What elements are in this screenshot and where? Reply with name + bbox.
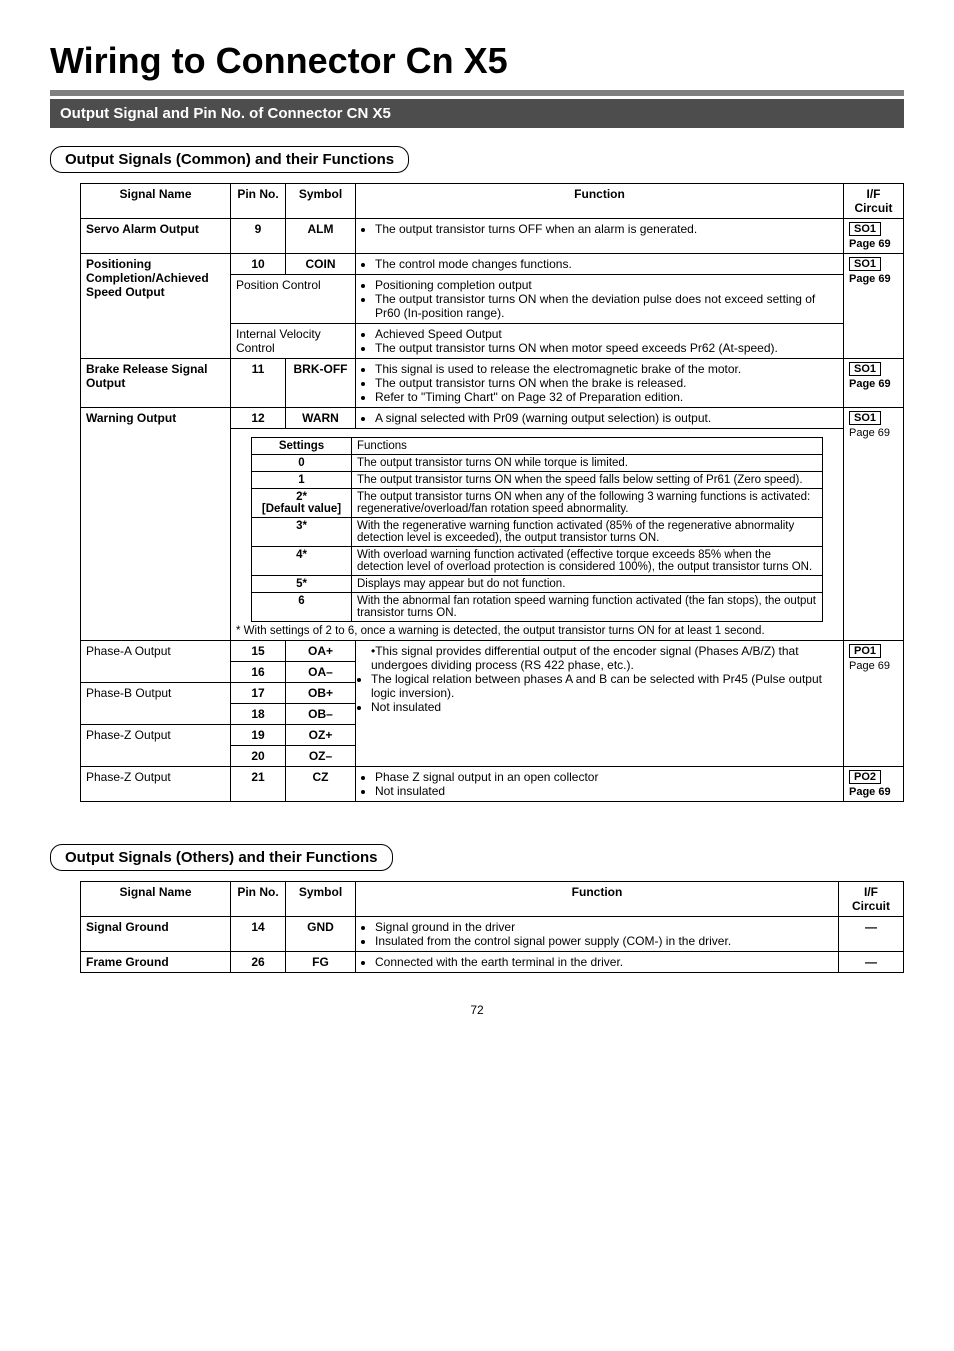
pz-pin2: 20 (231, 746, 286, 767)
warn-s5-set: 5* (252, 576, 352, 593)
pb-pin1: 17 (231, 683, 286, 704)
warn-s0-fn: The output transistor turns ON while tor… (352, 455, 823, 472)
pb-pin2: 18 (231, 704, 286, 725)
warn-top-func: A signal selected with Pr09 (warning out… (356, 408, 844, 429)
alm-pin: 9 (231, 219, 286, 254)
pz-sym2: OZ– (286, 746, 356, 767)
title-underline (50, 90, 904, 96)
coin-pin: 10 (231, 254, 286, 275)
warn-nh-fn: Functions (352, 438, 823, 455)
fg-symbol: FG (286, 952, 356, 973)
warn-s5-fn: Displays may appear but do not function. (352, 576, 823, 593)
warn-pin: 12 (231, 408, 286, 429)
phase-shared-func: •This signal provides differential outpu… (356, 641, 844, 767)
oth-th-function: Function (356, 882, 839, 917)
pz2-pin: 21 (231, 767, 286, 802)
warn-nh-set: Settings (252, 438, 352, 455)
fg-func: Connected with the earth terminal in the… (356, 952, 839, 973)
brk-name: Brake Release Signal Output (81, 359, 231, 408)
pb-sym1: OB+ (286, 683, 356, 704)
pz-name: Phase-Z Output (81, 725, 231, 767)
gnd-name: Signal Ground (81, 917, 231, 952)
pa-sym1: OA+ (286, 641, 356, 662)
oth-th-symbol: Symbol (286, 882, 356, 917)
oth-th-pin: Pin No. (231, 882, 286, 917)
coin-top-func: The control mode changes functions. (356, 254, 844, 275)
alm-if: SO1 Page 69 (844, 219, 904, 254)
alm-name: Servo Alarm Output (81, 219, 231, 254)
warn-settings-table: Settings Functions 0The output transisto… (251, 437, 823, 622)
warn-s1-set: 1 (252, 472, 352, 489)
coin-symbol: COIN (286, 254, 356, 275)
brk-func: This signal is used to release the elect… (356, 359, 844, 408)
warn-s2-set: 2* [Default value] (252, 489, 352, 518)
pz2-name: Phase-Z Output (81, 767, 231, 802)
warn-s4-set: 4* (252, 547, 352, 576)
gnd-pin: 14 (231, 917, 286, 952)
warn-if: SO1 Page 69 (844, 408, 904, 641)
fg-name: Frame Ground (81, 952, 231, 973)
warn-s2-fn: The output transistor turns ON when any … (352, 489, 823, 518)
warn-symbol: WARN (286, 408, 356, 429)
pz2-symbol: CZ (286, 767, 356, 802)
brk-symbol: BRK-OFF (286, 359, 356, 408)
coin-vel-func: Achieved Speed Output The output transis… (356, 324, 844, 359)
warn-s0-set: 0 (252, 455, 352, 472)
oth-th-signal: Signal Name (81, 882, 231, 917)
gnd-symbol: GND (286, 917, 356, 952)
others-table: Signal Name Pin No. Symbol Function I/F … (80, 881, 904, 973)
warn-s3-fn: With the regenerative warning function a… (352, 518, 823, 547)
page-number: 72 (50, 1003, 904, 1017)
warn-s6-fn: With the abnormal fan rotation speed war… (352, 593, 823, 622)
common-heading: Output Signals (Common) and their Functi… (50, 146, 409, 173)
th-if: I/F Circuit (844, 184, 904, 219)
warn-s1-fn: The output transistor turns ON when the … (352, 472, 823, 489)
pz2-func: Phase Z signal output in an open collect… (356, 767, 844, 802)
coin-if: SO1 Page 69 (844, 254, 904, 359)
section-bar: Output Signal and Pin No. of Connector C… (50, 99, 904, 128)
phase-shared-if: PO1 Page 69 (844, 641, 904, 767)
warn-name: Warning Output (81, 408, 231, 641)
warn-nested-cell: Settings Functions 0The output transisto… (231, 429, 844, 623)
page-title: Wiring to Connector Cn X5 (50, 40, 904, 82)
th-signal: Signal Name (81, 184, 231, 219)
pb-name: Phase-B Output (81, 683, 231, 725)
brk-pin: 11 (231, 359, 286, 408)
fg-pin: 26 (231, 952, 286, 973)
gnd-func: Signal ground in the driver Insulated fr… (356, 917, 839, 952)
coin-vel-label: Internal Velocity Control (231, 324, 356, 359)
alm-symbol: ALM (286, 219, 356, 254)
gnd-if: — (839, 917, 904, 952)
th-pin: Pin No. (231, 184, 286, 219)
coin-pos-label: Position Control (231, 275, 356, 324)
warn-footnote: * With settings of 2 to 6, once a warnin… (231, 622, 844, 641)
pb-sym2: OB– (286, 704, 356, 725)
pa-name: Phase-A Output (81, 641, 231, 683)
pa-pin2: 16 (231, 662, 286, 683)
alm-func: The output transistor turns OFF when an … (356, 219, 844, 254)
pz2-if: PO2 Page 69 (844, 767, 904, 802)
oth-th-if: I/F Circuit (839, 882, 904, 917)
warn-s6-set: 6 (252, 593, 352, 622)
warn-s3-set: 3* (252, 518, 352, 547)
brk-if: SO1 Page 69 (844, 359, 904, 408)
warn-s4-fn: With overload warning function activated… (352, 547, 823, 576)
th-symbol: Symbol (286, 184, 356, 219)
pa-sym2: OA– (286, 662, 356, 683)
coin-name: Positioning Completion/Achieved Speed Ou… (81, 254, 231, 359)
pa-pin1: 15 (231, 641, 286, 662)
pz-sym1: OZ+ (286, 725, 356, 746)
coin-pos-func: Positioning completion output The output… (356, 275, 844, 324)
others-heading: Output Signals (Others) and their Functi… (50, 844, 393, 871)
pz-pin1: 19 (231, 725, 286, 746)
common-table: Signal Name Pin No. Symbol Function I/F … (80, 183, 904, 802)
th-function: Function (356, 184, 844, 219)
fg-if: — (839, 952, 904, 973)
